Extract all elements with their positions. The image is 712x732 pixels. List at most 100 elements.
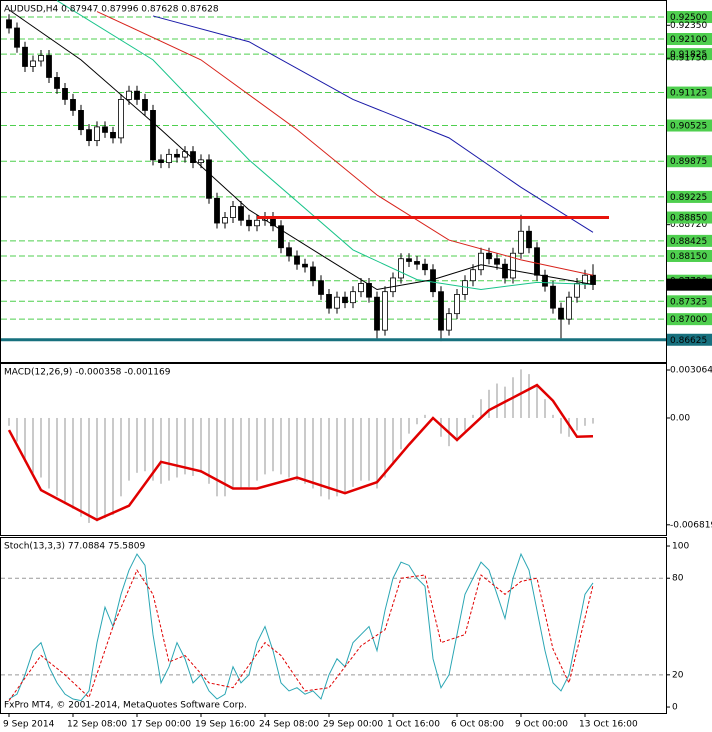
candle-body	[374, 296, 380, 331]
level-label-box	[667, 333, 712, 346]
y-tick-label: 0.92350	[670, 21, 707, 31]
x-tick-label: 6 Oct 08:00	[451, 720, 504, 730]
candle-body	[38, 55, 44, 62]
candle-body	[238, 206, 244, 221]
level-label: 0.92100	[670, 35, 707, 45]
candle-body	[590, 274, 596, 285]
candle-body	[198, 159, 204, 163]
x-tick-label: 24 Sep 08:00	[259, 720, 319, 730]
candle-body	[406, 258, 412, 262]
candle-body	[470, 269, 476, 282]
x-tick-label: 19 Sep 16:00	[195, 720, 255, 730]
y-tick-label: 20	[672, 670, 684, 680]
level-label-box	[667, 119, 712, 132]
candle-body	[502, 263, 508, 279]
stoch-panel-frame	[0, 537, 667, 714]
candle-body	[230, 206, 236, 218]
x-tick-label: 13 Oct 16:00	[579, 720, 638, 730]
level-label: 0.88850	[670, 214, 707, 224]
moving-average	[8, 9, 594, 291]
candle-body	[86, 129, 92, 142]
candle-body	[438, 291, 444, 331]
candle-body	[254, 219, 260, 227]
candle-body	[78, 110, 84, 131]
candle-body	[126, 90, 132, 100]
candle-body	[574, 283, 580, 298]
panel-title: AUDUSD,H4 0.87947 0.87996 0.87628 0.8762…	[4, 5, 219, 15]
moving-average	[152, 15, 594, 233]
stoch-signal	[8, 569, 594, 701]
candle-body	[358, 283, 364, 293]
level-label-box	[667, 234, 712, 247]
y-tick-label: 0	[672, 703, 678, 713]
candle-body	[142, 99, 148, 111]
candle-body	[6, 19, 12, 29]
candle-body	[414, 261, 420, 265]
level-label-box	[667, 190, 712, 203]
level-label: 0.90525	[670, 122, 707, 132]
y-tick-label: 100	[672, 542, 689, 552]
level-label-box	[667, 295, 712, 308]
candle-body	[550, 285, 556, 309]
candle-body	[206, 159, 212, 199]
level-label: 0.88150	[670, 252, 707, 262]
level-label-box	[667, 155, 712, 168]
candle-body	[566, 296, 572, 320]
candle-body	[390, 277, 396, 293]
level-label-box	[667, 313, 712, 326]
candle-body	[166, 153, 172, 163]
y-tick-label: 80	[672, 574, 684, 584]
signal-line	[7, 383, 594, 522]
macd-panel-frame	[0, 363, 667, 536]
candle-body	[486, 252, 492, 260]
candle-body	[422, 263, 428, 271]
y-tick-label: 0.003064	[670, 365, 712, 375]
x-tick-label: 12 Sep 08:00	[67, 720, 127, 730]
level-label: 0.88425	[670, 237, 707, 247]
price-panel-frame	[0, 0, 667, 363]
y-tick-label: 0.88720	[670, 220, 707, 230]
candle-body	[518, 230, 524, 254]
candle-body	[278, 225, 284, 249]
level-label-box	[667, 211, 712, 224]
candle-body	[62, 88, 68, 100]
panel-title: Stoch(13,3,3) 77.0884 75.5809	[4, 542, 145, 552]
candle-body	[430, 269, 436, 293]
candle-body	[46, 55, 52, 78]
candle-body	[286, 247, 292, 257]
level-label: 0.91125	[670, 89, 707, 99]
level-label: 0.91825	[670, 50, 707, 60]
level-label: 0.86625	[670, 336, 707, 346]
candle-body	[366, 283, 372, 298]
candle-body	[334, 296, 340, 309]
candle-body	[582, 274, 588, 284]
level-label: 0.87000	[670, 315, 707, 325]
level-label-box	[667, 48, 712, 61]
current-price-label-box	[667, 278, 712, 291]
panel-title: MACD(12,26,9) -0.000358 -0.001169	[4, 368, 171, 378]
level-label-box	[667, 33, 712, 46]
candle-body	[510, 252, 516, 279]
y-tick-label: 0.00	[670, 413, 690, 423]
candle-body	[558, 307, 564, 320]
candle-body	[54, 77, 60, 89]
x-tick-label: 17 Sep 00:00	[131, 720, 191, 730]
candle-body	[350, 291, 356, 304]
candle-body	[494, 258, 500, 265]
candle-body	[454, 294, 460, 315]
stoch-main	[8, 552, 594, 702]
x-tick-label: 9 Sep 2014	[3, 720, 55, 730]
candle-body	[326, 294, 332, 309]
candle-body	[110, 131, 116, 139]
candle-body	[534, 247, 540, 276]
candle-body	[70, 99, 76, 111]
footer: FxPro MT4, © 2001-2014, MetaQuotes Softw…	[4, 701, 247, 711]
x-tick-label: 29 Sep 00:00	[323, 720, 383, 730]
candle-body	[214, 197, 220, 224]
level-label-box	[667, 11, 712, 24]
candle-body	[318, 280, 324, 295]
level-label: 0.87325	[670, 297, 707, 307]
